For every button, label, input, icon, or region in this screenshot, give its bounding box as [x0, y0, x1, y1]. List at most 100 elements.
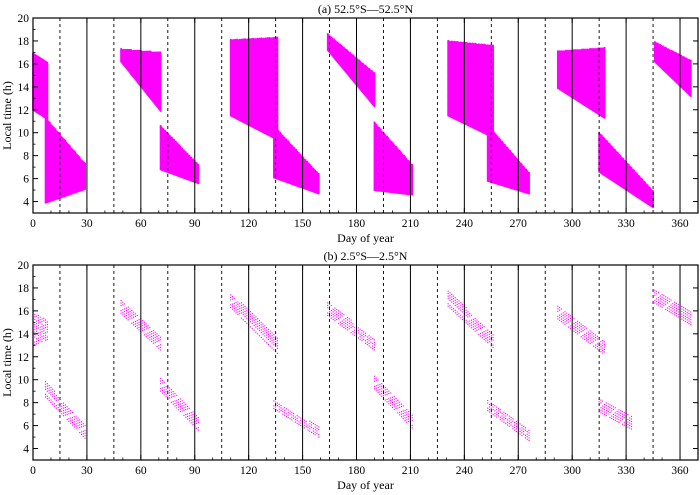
data-point	[76, 157, 78, 160]
data-point	[153, 96, 156, 99]
data-point	[34, 78, 37, 81]
data-point	[57, 172, 60, 174]
data-point	[50, 141, 52, 144]
data-point	[39, 80, 42, 82]
data-point	[44, 175, 47, 178]
data-point	[133, 61, 136, 64]
data-point	[46, 162, 49, 164]
data-point	[44, 99, 47, 102]
data-point	[53, 191, 56, 194]
data-point	[82, 164, 85, 167]
data-point	[42, 82, 45, 85]
data-point	[133, 69, 136, 72]
data-point	[38, 99, 41, 101]
data-point	[68, 164, 71, 167]
data-point	[51, 185, 53, 188]
data-point	[42, 87, 45, 89]
data-point	[34, 63, 37, 66]
data-point	[62, 188, 65, 191]
data-point	[125, 61, 128, 64]
data-point	[39, 105, 42, 108]
data-point	[62, 139, 65, 142]
data-point	[61, 184, 64, 187]
data-point	[68, 187, 71, 190]
data-point	[33, 67, 36, 70]
data-point	[151, 94, 154, 96]
data-point	[63, 163, 66, 165]
data-point	[58, 170, 60, 173]
data-point	[73, 188, 76, 191]
data-point	[68, 148, 71, 151]
data-point	[55, 137, 58, 139]
data-point	[131, 75, 134, 78]
data-point	[77, 187, 79, 189]
data-point	[48, 178, 51, 181]
data-point	[55, 145, 58, 148]
data-point	[41, 108, 43, 111]
data-point	[53, 161, 56, 164]
data-point	[74, 151, 77, 154]
data-point	[126, 61, 129, 64]
data-point	[52, 135, 55, 138]
data-point	[80, 170, 83, 173]
data-point	[41, 99, 43, 102]
data-point	[65, 164, 68, 167]
data-point	[140, 79, 143, 82]
data-point	[73, 179, 76, 181]
data-point	[51, 126, 53, 128]
data-point	[142, 68, 145, 70]
data-point	[60, 141, 62, 144]
data-point	[43, 80, 46, 83]
data-point	[47, 174, 50, 177]
data-point	[60, 150, 63, 153]
data-point	[150, 85, 153, 87]
data-point	[70, 184, 73, 187]
data-point	[47, 152, 50, 155]
data-point	[134, 76, 137, 79]
data-point	[69, 159, 72, 162]
data-point	[45, 132, 48, 135]
data-point	[65, 186, 68, 189]
data-point	[153, 75, 156, 78]
data-point	[47, 199, 50, 202]
data-point	[126, 60, 129, 63]
data-point	[49, 168, 51, 170]
data-point	[57, 158, 60, 161]
data-point	[42, 102, 45, 104]
data-point	[128, 52, 131, 55]
data-point	[56, 161, 59, 163]
data-point	[150, 72, 153, 75]
data-point	[148, 73, 151, 76]
data-point	[148, 95, 151, 98]
data-point	[49, 145, 51, 147]
data-point	[63, 160, 66, 163]
data-point	[53, 170, 56, 172]
data-point	[43, 73, 46, 76]
data-point	[139, 49, 141, 52]
data-point	[52, 143, 55, 146]
data-point	[81, 170, 84, 173]
data-point	[80, 172, 83, 174]
data-point	[143, 56, 146, 59]
data-point	[149, 63, 152, 66]
data-point	[151, 73, 154, 76]
data-point	[65, 187, 68, 190]
data-point	[131, 62, 133, 65]
data-point	[46, 147, 49, 149]
data-point	[51, 127, 54, 129]
data-point	[56, 139, 59, 141]
data-point	[56, 175, 59, 178]
data-point	[81, 162, 84, 165]
data-point	[33, 78, 35, 81]
data-point	[52, 138, 55, 140]
data-point	[41, 85, 43, 88]
data-point	[47, 142, 50, 145]
data-point	[141, 62, 144, 65]
data-point	[139, 77, 141, 80]
data-point	[34, 81, 37, 84]
data-point	[144, 60, 147, 62]
data-point	[44, 163, 47, 166]
data-point	[129, 70, 131, 73]
data-point	[54, 163, 57, 166]
data-point	[148, 66, 150, 69]
